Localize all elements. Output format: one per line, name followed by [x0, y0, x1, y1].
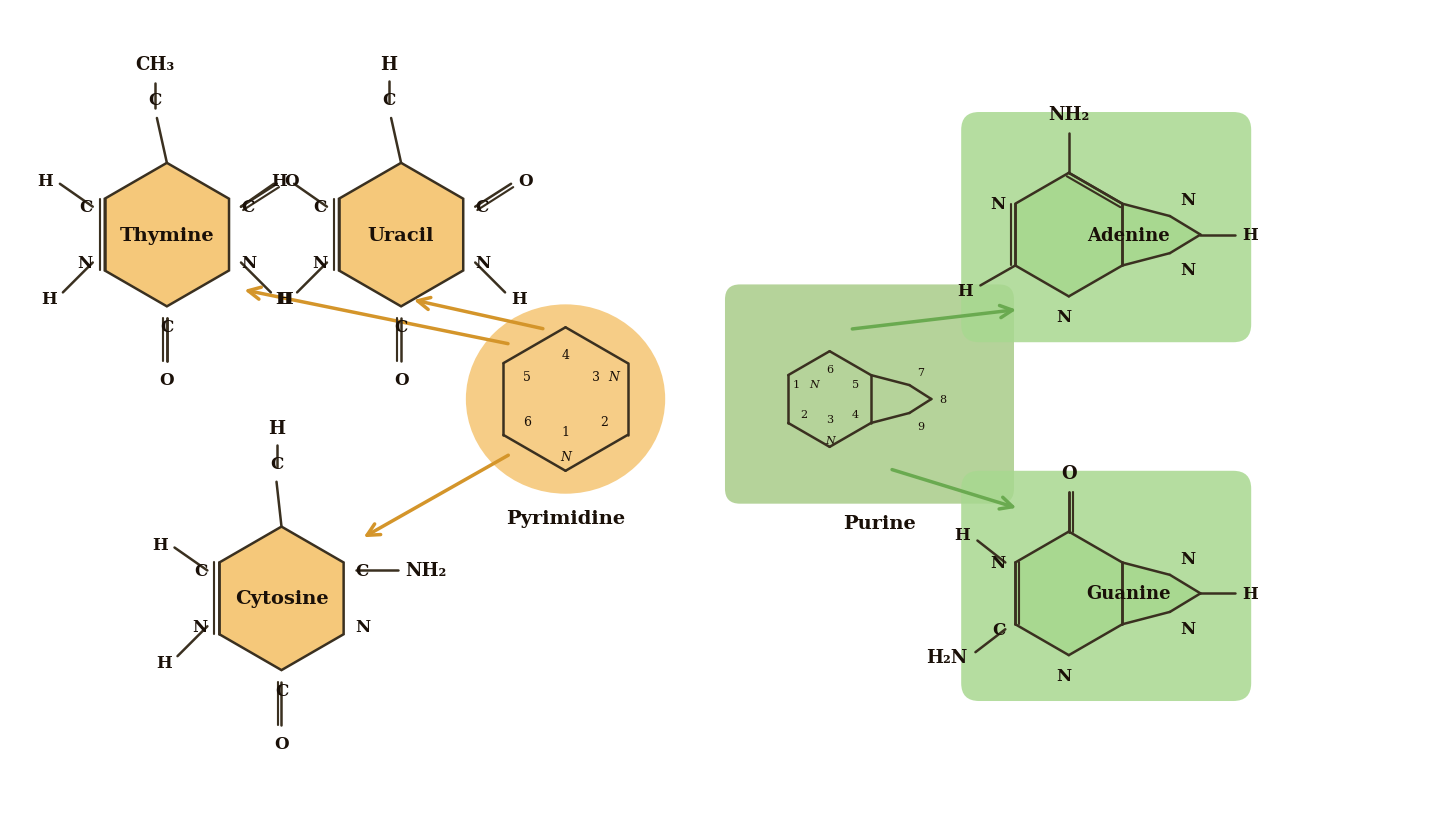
- Text: O: O: [284, 173, 298, 190]
- Text: N: N: [1179, 262, 1195, 278]
- Text: 1: 1: [562, 425, 570, 438]
- Text: O: O: [518, 173, 533, 190]
- FancyBboxPatch shape: [960, 471, 1251, 701]
- Text: N: N: [991, 196, 1005, 213]
- Text: Purine: Purine: [842, 514, 916, 532]
- Text: 4: 4: [851, 410, 858, 419]
- Text: C: C: [395, 319, 408, 336]
- Text: N: N: [809, 380, 819, 390]
- Text: H: H: [955, 527, 971, 544]
- Text: NH₂: NH₂: [1048, 106, 1090, 124]
- Text: 8: 8: [939, 395, 946, 405]
- FancyBboxPatch shape: [960, 113, 1251, 343]
- Text: 6: 6: [827, 365, 834, 375]
- Polygon shape: [105, 164, 229, 307]
- Text: N: N: [1179, 192, 1195, 209]
- Ellipse shape: [467, 305, 665, 494]
- Text: C: C: [314, 199, 327, 216]
- Text: Uracil: Uracil: [367, 226, 435, 244]
- Text: N: N: [991, 554, 1005, 572]
- Text: H: H: [380, 56, 397, 74]
- Text: H: H: [268, 419, 285, 437]
- Text: C: C: [992, 621, 1005, 638]
- Text: N: N: [825, 435, 835, 446]
- Text: 6: 6: [523, 415, 531, 428]
- Text: N: N: [1179, 620, 1195, 637]
- Text: C: C: [275, 682, 288, 699]
- Text: 3: 3: [592, 371, 600, 384]
- Polygon shape: [1015, 532, 1201, 655]
- Text: 9: 9: [917, 422, 924, 432]
- Text: H₂N: H₂N: [926, 649, 968, 667]
- Text: H: H: [276, 291, 292, 307]
- Text: C: C: [383, 92, 396, 109]
- Text: O: O: [274, 735, 289, 752]
- Text: 1: 1: [793, 380, 801, 390]
- Text: H: H: [958, 283, 973, 300]
- Text: H: H: [156, 654, 171, 671]
- Text: N: N: [356, 618, 370, 635]
- Text: C: C: [79, 199, 92, 216]
- Text: H: H: [42, 291, 58, 307]
- Text: C: C: [194, 563, 207, 579]
- FancyBboxPatch shape: [724, 285, 1014, 504]
- Polygon shape: [1015, 174, 1201, 297]
- Text: 5: 5: [523, 371, 531, 384]
- Text: C: C: [148, 92, 161, 109]
- Text: C: C: [475, 199, 488, 216]
- Text: N: N: [1057, 667, 1071, 685]
- Text: Pyrimidine: Pyrimidine: [505, 509, 625, 527]
- Text: H: H: [37, 173, 53, 190]
- Text: Cytosine: Cytosine: [235, 590, 328, 608]
- Text: N: N: [78, 255, 92, 272]
- Text: H: H: [271, 173, 287, 190]
- Text: N: N: [312, 255, 327, 272]
- Polygon shape: [219, 527, 344, 670]
- Text: 7: 7: [917, 368, 924, 378]
- Text: 2: 2: [801, 410, 808, 419]
- Text: H: H: [1243, 585, 1259, 602]
- Text: N: N: [475, 255, 490, 272]
- Text: N: N: [608, 371, 619, 384]
- Text: C: C: [356, 563, 369, 579]
- Text: CH₃: CH₃: [135, 56, 174, 74]
- Text: 5: 5: [851, 380, 858, 390]
- Text: C: C: [160, 319, 173, 336]
- Text: N: N: [193, 618, 207, 635]
- Text: N: N: [1179, 550, 1195, 568]
- Text: C: C: [240, 199, 255, 216]
- Polygon shape: [338, 164, 464, 307]
- Text: 3: 3: [827, 414, 834, 424]
- Text: NH₂: NH₂: [406, 562, 446, 580]
- Text: O: O: [160, 372, 174, 389]
- Text: 4: 4: [562, 349, 570, 362]
- Text: 2: 2: [600, 415, 608, 428]
- Text: N: N: [1057, 309, 1071, 326]
- Text: H: H: [1243, 227, 1259, 244]
- Text: Guanine: Guanine: [1086, 585, 1171, 603]
- Text: O: O: [393, 372, 409, 389]
- Text: O: O: [1061, 464, 1077, 482]
- Text: N: N: [240, 255, 256, 272]
- Text: N: N: [560, 450, 572, 463]
- Text: C: C: [269, 455, 284, 473]
- Text: H: H: [275, 291, 291, 307]
- Text: Adenine: Adenine: [1087, 226, 1169, 244]
- Text: Thymine: Thymine: [120, 226, 215, 244]
- Text: H: H: [151, 536, 167, 554]
- Text: H: H: [511, 291, 527, 307]
